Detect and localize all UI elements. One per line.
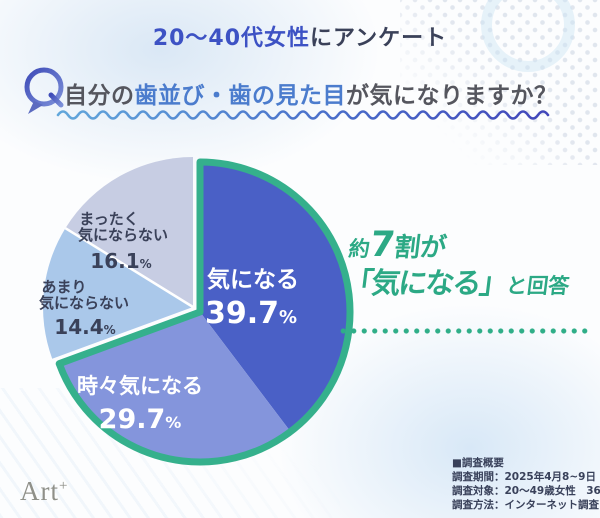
survey-row-method: 調査方法：インターネット調査 xyxy=(452,499,599,511)
value-number: 39.7 xyxy=(205,296,279,331)
page-title: 20〜40代女性にアンケート xyxy=(0,20,600,52)
pie-segment-tokidoki xyxy=(59,312,291,462)
pie-group-concerned: 気になる 39.7% 時々気になる 29.7% xyxy=(55,158,354,466)
percent-sign: % xyxy=(104,323,116,337)
value-number: 16.1 xyxy=(90,249,139,273)
percent-sign: % xyxy=(165,413,181,432)
segment-label-mattaku-line1: まったく xyxy=(79,210,138,228)
highlight-outline xyxy=(55,158,354,466)
segment-value-mattaku: 16.1% xyxy=(90,249,151,273)
callout-line2: 「気になる」と回答 xyxy=(342,266,597,300)
segment-label-amari-line1: あまり xyxy=(41,278,86,296)
logo-text: Art xyxy=(20,476,59,506)
question-pre: 自分の xyxy=(64,83,135,109)
question-icon xyxy=(24,67,64,114)
wave-path xyxy=(56,110,550,120)
segment-value-amari: 14.4% xyxy=(54,315,115,339)
dotted-leader xyxy=(338,327,590,335)
pie-group-not-concerned: まったく 気にならない 16.1% あまり 気にならない 14.4% xyxy=(39,157,194,359)
segment-label-amari-line2: 気にならない xyxy=(39,294,129,312)
callout-line1: 約7割が xyxy=(347,225,600,265)
segment-label-kininaru: 気になる xyxy=(207,266,299,293)
logo-plus: + xyxy=(59,478,69,494)
segment-label-mattaku-line2: 気にならない xyxy=(78,226,168,244)
pie-chart: まったく 気にならない 16.1% あまり 気にならない 14.4% 気になる … xyxy=(39,157,354,466)
header-suffix: にアンケート xyxy=(310,26,448,51)
callout-suffix: と回答 xyxy=(504,274,571,298)
question-text: 自分の歯並び・歯の見た目が気になりますか？ xyxy=(64,76,584,110)
value-number: 14.4 xyxy=(54,315,103,339)
callout: 約7割が 「気になる」と回答 xyxy=(342,225,600,300)
q-tail xyxy=(48,92,64,108)
segment-label-tokidoki: 時々気になる xyxy=(77,374,203,398)
speech-bubble-tail xyxy=(28,101,43,114)
pie-segment-amari-kininaranai xyxy=(43,228,194,359)
pie-segment-mattaku-kininaranai xyxy=(65,157,193,307)
callout-unit: 割が xyxy=(392,233,449,263)
q-ring xyxy=(24,67,64,107)
segment-value-kininaru: 39.7% xyxy=(205,296,297,331)
survey-row-period: 調査期間：2025年4月8~9日 xyxy=(452,471,596,483)
percent-sign: % xyxy=(140,257,152,271)
decorative-circle xyxy=(481,0,575,72)
background-blob-top-left xyxy=(0,0,390,190)
segment-divider xyxy=(64,227,194,309)
survey-heading: ■調査概要 xyxy=(452,457,504,469)
question-highlight: 歯並び・歯の見た目 xyxy=(134,83,346,109)
survey-row-target: 調査対象：20〜49歳女性 360人 xyxy=(452,485,600,497)
survey-summary: ■調査概要 調査期間：2025年4月8~9日 調査対象：20〜49歳女性 360… xyxy=(452,456,600,512)
callout-quote: 「気になる」 xyxy=(342,266,509,300)
segment-value-tokidoki: 29.7% xyxy=(99,404,182,435)
percent-sign: % xyxy=(279,307,297,328)
question-post: が気になりますか？ xyxy=(346,83,558,109)
header-audience: 20〜40代女性 xyxy=(152,26,311,51)
pie-segment-kininaru xyxy=(200,162,350,432)
brand-logo: Art+ xyxy=(20,476,68,507)
value-number: 29.7 xyxy=(99,404,166,435)
wavy-underline xyxy=(56,110,550,120)
